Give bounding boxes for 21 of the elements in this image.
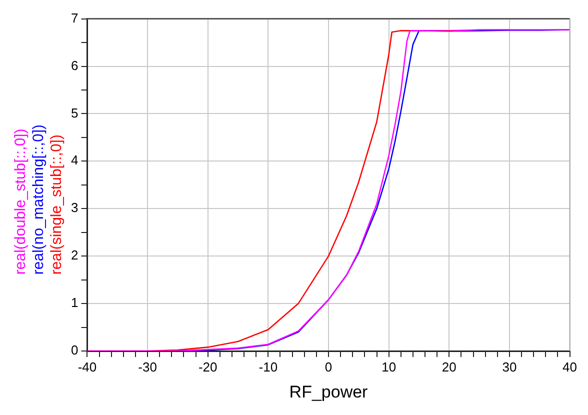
x-tick-label: -40 xyxy=(78,359,97,374)
text: real(single_stub[::,0]) xyxy=(48,134,66,275)
x-tick-label: -20 xyxy=(198,359,218,374)
text: real(no_matching[::,0]) xyxy=(30,124,48,275)
y-tick-label: 3 xyxy=(70,200,78,216)
y-tick-label: 1 xyxy=(70,295,78,310)
y-tick-label: 6 xyxy=(70,58,78,73)
x-tick-label: 30 xyxy=(502,359,517,374)
x-tick-label: 10 xyxy=(382,359,396,374)
y-tick-label: 4 xyxy=(70,152,78,168)
x-tick-label: -30 xyxy=(138,359,157,374)
y-tick-label: 7 xyxy=(70,10,78,26)
x-tick-label: -10 xyxy=(258,359,278,374)
text: real(double_stub[::,0]) xyxy=(12,128,30,275)
x-tick-label: 40 xyxy=(562,359,578,374)
x-tick-label: 0 xyxy=(324,359,332,374)
y-tick-label: 2 xyxy=(70,248,78,263)
y-tick-label: 5 xyxy=(70,105,78,120)
x-tick-label: 20 xyxy=(442,359,456,374)
x-axis-title: RF_power xyxy=(289,382,368,402)
y-tick-label: 0 xyxy=(70,342,78,358)
